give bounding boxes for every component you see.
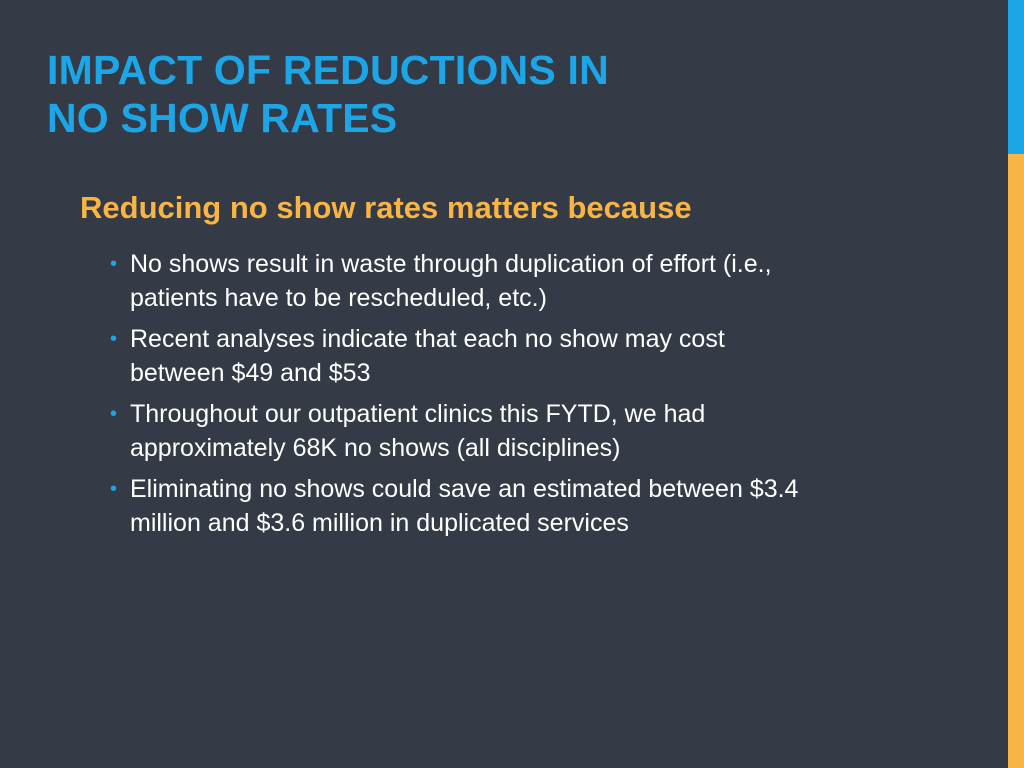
bullet-text-line: patients have to be rescheduled, etc.) <box>130 284 547 312</box>
bullet-text-line: approximately 68K no shows (all discipli… <box>130 434 621 462</box>
bullet-item: • Throughout our outpatient clinics this… <box>108 397 908 465</box>
bullet-item: • No shows result in waste through dupli… <box>108 247 908 315</box>
slide-title-line: NO SHOW RATES <box>47 95 398 141</box>
bullet-text-line: between $49 and $53 <box>130 359 371 387</box>
accent-bar-bottom <box>1008 154 1024 768</box>
bullet-text-line: Eliminating no shows could save an estim… <box>130 475 799 503</box>
bullet-dot-icon: • <box>110 403 118 425</box>
bullet-text-line: Throughout our outpatient clinics this F… <box>130 400 706 428</box>
bullet-text-line: million and $3.6 million in duplicated s… <box>130 509 629 537</box>
bullet-text-line: Recent analyses indicate that each no sh… <box>130 325 725 353</box>
accent-bar-top <box>1008 0 1024 154</box>
slide-title-line: IMPACT OF REDUCTIONS IN <box>47 47 609 93</box>
bullet-text-line: No shows result in waste through duplica… <box>130 250 772 278</box>
bullet-item: • Eliminating no shows could save an est… <box>108 472 908 540</box>
bullet-dot-icon: • <box>110 328 118 350</box>
bullet-dot-icon: • <box>110 253 118 275</box>
bullet-item: • Recent analyses indicate that each no … <box>108 322 908 390</box>
slide-subtitle: Reducing no show rates matters because <box>80 190 692 225</box>
accent-bar <box>1008 0 1024 768</box>
bullet-dot-icon: • <box>110 478 118 500</box>
bullet-list: • No shows result in waste through dupli… <box>108 247 908 547</box>
slide-title: IMPACT OF REDUCTIONS IN NO SHOW RATES <box>47 46 609 142</box>
